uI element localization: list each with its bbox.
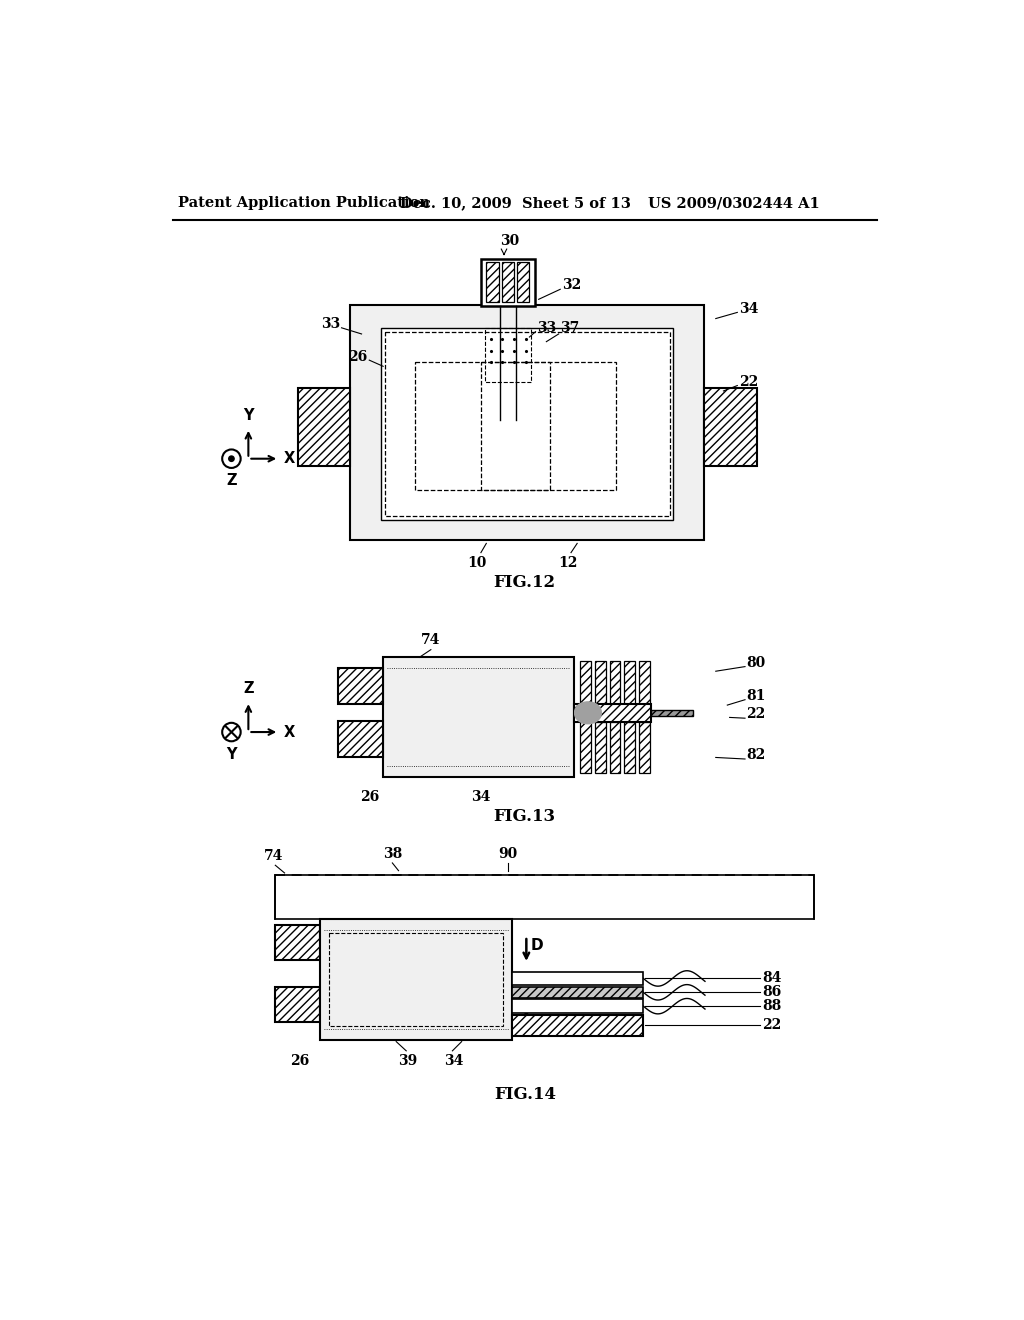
Bar bbox=[574, 704, 651, 722]
Text: 90: 90 bbox=[499, 846, 517, 861]
Text: 86: 86 bbox=[762, 985, 781, 999]
Bar bbox=[639, 722, 649, 774]
Bar bbox=[625, 661, 635, 704]
Bar bbox=[319, 919, 512, 1040]
Text: 30: 30 bbox=[500, 235, 519, 248]
Bar bbox=[517, 263, 529, 302]
Bar bbox=[481, 259, 535, 306]
Bar bbox=[416, 363, 615, 490]
Text: 22: 22 bbox=[762, 1019, 781, 1032]
Text: FIG.12: FIG.12 bbox=[494, 574, 556, 591]
Bar bbox=[512, 1015, 643, 1036]
Bar bbox=[275, 987, 319, 1022]
Text: 84: 84 bbox=[762, 972, 781, 986]
Bar bbox=[595, 661, 605, 704]
Text: 12: 12 bbox=[558, 556, 578, 570]
Bar bbox=[275, 925, 319, 960]
Text: 88: 88 bbox=[762, 999, 781, 1014]
Text: Y: Y bbox=[226, 747, 237, 762]
Text: X: X bbox=[284, 725, 295, 739]
Bar bbox=[385, 331, 670, 516]
Bar bbox=[381, 327, 674, 520]
Text: Patent Application Publication: Patent Application Publication bbox=[178, 197, 430, 210]
Bar bbox=[512, 972, 643, 985]
Text: 22: 22 bbox=[739, 375, 758, 388]
Text: US 2009/0302444 A1: US 2009/0302444 A1 bbox=[648, 197, 820, 210]
Text: 22: 22 bbox=[746, 708, 766, 721]
Text: 38: 38 bbox=[383, 846, 402, 861]
Text: Y: Y bbox=[243, 408, 254, 422]
Text: FIG.14: FIG.14 bbox=[494, 1086, 556, 1104]
Text: X: X bbox=[284, 451, 295, 466]
Bar bbox=[330, 933, 503, 1026]
Bar bbox=[298, 388, 350, 466]
Bar bbox=[339, 721, 383, 758]
Bar bbox=[705, 388, 757, 466]
Bar bbox=[512, 999, 643, 1014]
Text: Z: Z bbox=[243, 681, 254, 696]
Bar bbox=[484, 327, 531, 381]
Text: D: D bbox=[531, 939, 544, 953]
Bar bbox=[383, 657, 574, 776]
Bar bbox=[581, 722, 591, 774]
Circle shape bbox=[228, 455, 234, 462]
Bar bbox=[639, 661, 649, 704]
Text: 26: 26 bbox=[359, 789, 379, 804]
Text: 34: 34 bbox=[471, 789, 490, 804]
Bar bbox=[339, 668, 383, 705]
Text: 74: 74 bbox=[264, 849, 284, 863]
Text: 39: 39 bbox=[398, 1053, 418, 1068]
Bar bbox=[581, 661, 591, 704]
Text: Dec. 10, 2009  Sheet 5 of 13: Dec. 10, 2009 Sheet 5 of 13 bbox=[400, 197, 631, 210]
Bar bbox=[651, 710, 693, 715]
Text: 74: 74 bbox=[421, 634, 440, 647]
Bar bbox=[595, 722, 605, 774]
Text: 10: 10 bbox=[467, 556, 486, 570]
Bar bbox=[512, 987, 643, 998]
Bar bbox=[609, 661, 621, 704]
Text: 26: 26 bbox=[291, 1053, 309, 1068]
Text: Z: Z bbox=[226, 474, 237, 488]
Text: 34: 34 bbox=[739, 301, 758, 315]
Text: 26: 26 bbox=[348, 350, 367, 364]
Bar bbox=[275, 874, 814, 919]
Text: 81: 81 bbox=[746, 689, 766, 702]
Bar bbox=[609, 722, 621, 774]
Text: 32: 32 bbox=[562, 279, 581, 293]
Text: 80: 80 bbox=[746, 656, 766, 669]
Bar bbox=[481, 363, 550, 490]
Text: 33: 33 bbox=[538, 321, 556, 335]
Ellipse shape bbox=[574, 704, 601, 723]
Text: 82: 82 bbox=[746, 748, 766, 762]
Bar bbox=[502, 263, 514, 302]
Ellipse shape bbox=[574, 702, 601, 722]
Text: 33: 33 bbox=[321, 317, 340, 331]
Bar bbox=[625, 722, 635, 774]
Text: 34: 34 bbox=[444, 1053, 464, 1068]
Bar bbox=[350, 305, 705, 540]
Bar bbox=[486, 263, 499, 302]
Text: 37: 37 bbox=[560, 321, 580, 335]
Text: FIG.13: FIG.13 bbox=[494, 808, 556, 825]
